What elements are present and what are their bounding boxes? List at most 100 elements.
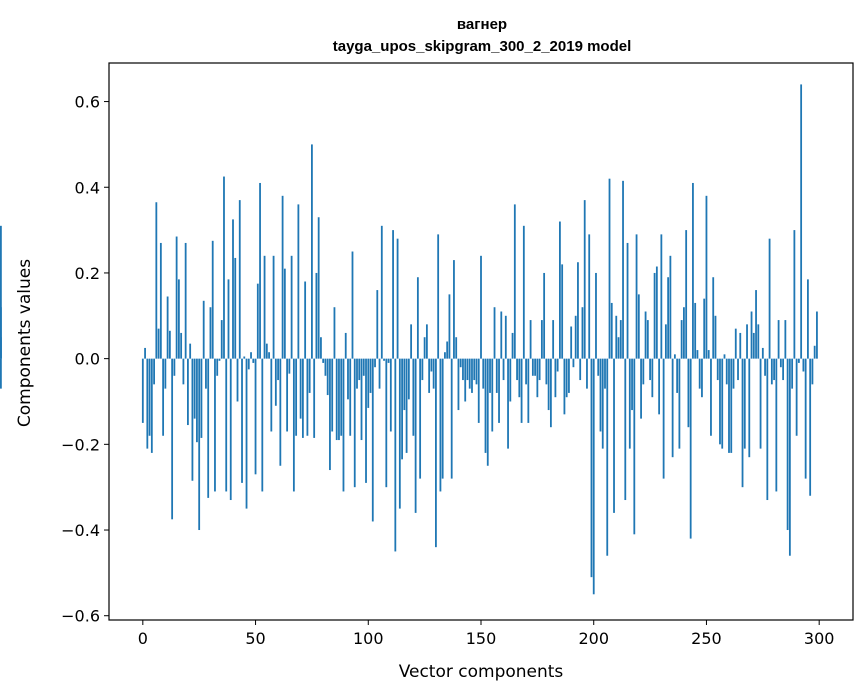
bar-141 <box>459 358 462 368</box>
bar-265 <box>739 332 742 359</box>
bar-221 <box>640 358 642 419</box>
bar-203 <box>599 358 602 432</box>
bar-244 <box>692 182 694 359</box>
bar-58 <box>272 255 275 359</box>
bar-110 <box>389 358 392 432</box>
bar-64 <box>286 358 289 432</box>
bar-60 <box>277 358 279 381</box>
bar-91 <box>347 358 349 400</box>
bar-165 <box>513 204 516 359</box>
bar-46 <box>245 358 248 509</box>
bar-272 <box>755 290 757 359</box>
bar-111 <box>392 230 394 359</box>
bar-245 <box>694 302 697 359</box>
bar-24 <box>196 358 198 443</box>
bar-220 <box>637 294 640 359</box>
bar-142 <box>462 358 464 381</box>
bar-252 <box>710 358 712 436</box>
bar-191 <box>572 358 575 368</box>
bar-158 <box>498 358 500 423</box>
bar-285 <box>784 320 787 359</box>
bar-187 <box>563 358 566 415</box>
bar-229 <box>658 358 661 415</box>
bar-254 <box>714 315 717 359</box>
bar-94 <box>353 358 356 488</box>
bar-192 <box>574 315 577 359</box>
bar-93 <box>351 251 354 359</box>
x-tick-label: 0 <box>138 629 148 648</box>
bar-128 <box>430 358 433 372</box>
bar-226 <box>651 358 654 398</box>
bar-152 <box>484 358 487 453</box>
bar-204 <box>601 358 604 449</box>
bar-217 <box>631 358 633 411</box>
bar-150 <box>480 255 482 359</box>
bar-43 <box>238 200 241 359</box>
bar-40 <box>232 219 234 359</box>
bar-127 <box>428 358 431 393</box>
bar-120 <box>412 358 415 436</box>
bar-280 <box>773 358 775 381</box>
bar-234 <box>669 255 672 359</box>
bar-5 <box>153 358 155 385</box>
bar-53 <box>261 358 264 492</box>
bar-151 <box>482 358 485 389</box>
bar-251 <box>707 350 710 359</box>
bar-275 <box>761 347 764 359</box>
bar-126 <box>425 324 428 359</box>
bar-65 <box>288 358 291 374</box>
bar-175 <box>536 358 539 398</box>
bar-233 <box>667 277 670 359</box>
bar-176 <box>538 358 541 381</box>
bar-194 <box>579 358 582 381</box>
bar-297 <box>811 358 814 385</box>
y-tick-label: −0.2 <box>61 435 100 454</box>
bar-155 <box>491 358 494 432</box>
bar-274 <box>759 358 762 449</box>
x-tick-label: 50 <box>245 629 265 648</box>
bar-294 <box>804 358 807 479</box>
bar-113 <box>396 238 399 359</box>
bar-188 <box>565 358 568 398</box>
bar-160 <box>502 358 505 381</box>
bar-55 <box>265 343 268 359</box>
bar-71 <box>301 358 304 438</box>
bar-59 <box>274 358 277 406</box>
bar-49 <box>252 358 255 363</box>
bar-86 <box>335 358 338 441</box>
bar-238 <box>678 358 681 449</box>
bar-51 <box>256 283 259 359</box>
bar-36 <box>223 176 225 359</box>
bar-264 <box>737 358 739 381</box>
bar-290 <box>795 358 798 436</box>
bar-72 <box>304 281 307 359</box>
bar-115 <box>401 358 403 460</box>
bar-89 <box>342 358 345 492</box>
bar-121 <box>414 358 417 513</box>
bar-79 <box>320 337 322 359</box>
bar-106 <box>380 225 383 359</box>
bar-70 <box>299 358 302 419</box>
bar-18 <box>182 358 185 385</box>
bar-279 <box>770 358 773 385</box>
bar-25 <box>198 358 201 531</box>
bar-273 <box>757 324 760 359</box>
bar-162 <box>507 358 509 449</box>
bar-95 <box>356 358 358 389</box>
bar-57 <box>270 358 273 432</box>
bar-47 <box>247 358 250 370</box>
bar-135 <box>446 341 449 359</box>
bar-4 <box>150 358 153 453</box>
bar-16 <box>177 279 180 359</box>
bar-190 <box>570 326 573 359</box>
bar-136 <box>448 294 451 359</box>
x-axis-label: Vector components <box>399 662 564 682</box>
bar-31 <box>211 240 214 359</box>
bar-263 <box>734 328 737 359</box>
bar-45 <box>243 356 246 359</box>
bar-140 <box>457 358 460 411</box>
bar-74 <box>308 358 311 393</box>
bar-211 <box>617 337 620 359</box>
bar-236 <box>673 354 676 359</box>
bar-277 <box>766 358 769 501</box>
